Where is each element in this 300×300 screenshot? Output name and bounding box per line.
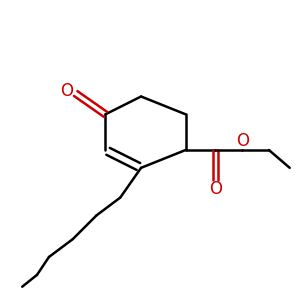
Text: O: O: [209, 180, 222, 198]
Text: O: O: [236, 132, 249, 150]
Text: O: O: [60, 82, 73, 100]
